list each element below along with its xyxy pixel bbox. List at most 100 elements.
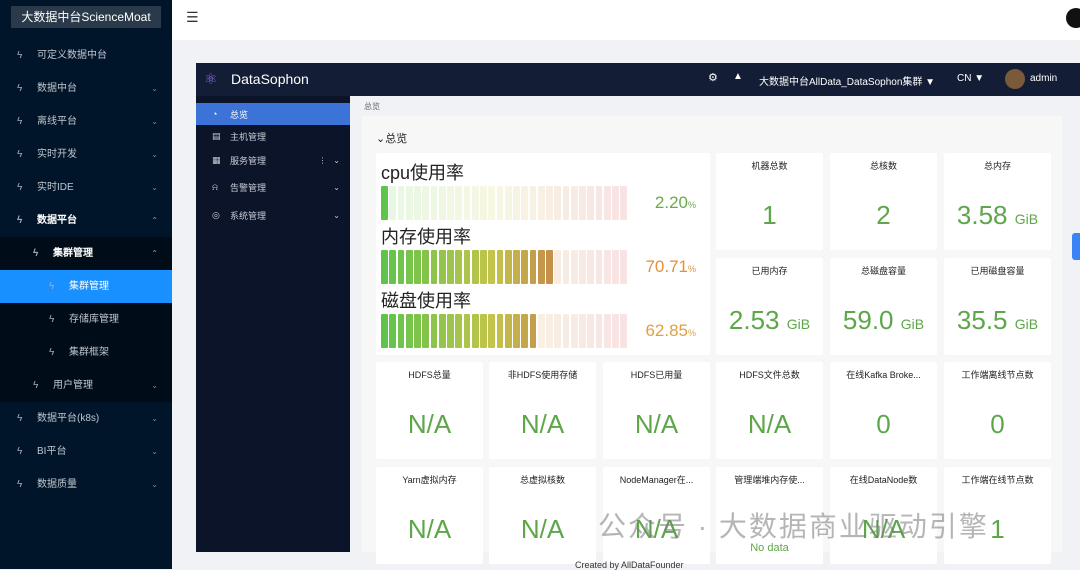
bar-segment	[381, 314, 388, 348]
bar-segment	[513, 314, 520, 348]
datasophon-frame: ⚛ DataSophon ⚙ ▲ 大数据中台AllData_DataSophon…	[196, 63, 1080, 564]
bar-segment	[570, 186, 578, 220]
stat-value: N/A	[716, 409, 823, 440]
sidebar-item[interactable]: ϟ 数据质量 ⌄	[0, 468, 172, 501]
inner-menu-label: 服务管理	[230, 155, 267, 166]
lightning-icon: ϟ	[17, 413, 23, 424]
sidebar-item[interactable]: ϟ 数据平台 ⌃	[0, 204, 172, 237]
bar-segment	[381, 186, 388, 220]
sidebar-item-label: 集群管理	[69, 281, 109, 292]
stat-title: 机器总数	[751, 161, 788, 171]
inner-sidebar: ◔ 总览 ▤ 主机管理 ▦ 服务管理 ⋮ ⌄ ⍾ 告警管理 ⌄ ◎ 系统管理 ⌄	[196, 96, 350, 552]
lightning-icon: ϟ	[49, 314, 55, 325]
footer-credit: Created by AllDataFounder	[575, 560, 684, 570]
lightning-icon: ϟ	[17, 479, 23, 490]
bar-segment	[529, 186, 537, 220]
stat-number: N/A	[407, 409, 452, 439]
stat-card: 已用内存 2.53 GiB	[716, 258, 823, 355]
usage-label: 内存使用率	[381, 227, 471, 247]
bar-segment	[603, 250, 611, 284]
bar-segment	[562, 186, 570, 220]
bar-segment	[463, 314, 471, 348]
chevron-down-icon: ⋮ ⌄	[318, 155, 340, 165]
inner-menu-item[interactable]: ◔ 总览	[196, 103, 350, 125]
lightning-icon: ϟ	[33, 248, 39, 259]
bar-segment	[595, 186, 603, 220]
stat-card: 机器总数 1	[716, 153, 823, 250]
bar-segment	[521, 314, 528, 348]
chevron-down-icon: ⌄	[333, 210, 340, 220]
sidebar-item[interactable]: ϟ 集群管理 ⌃	[0, 237, 172, 270]
inner-menu-item[interactable]: ◎ 系统管理 ⌄	[196, 204, 350, 226]
chevron-icon: ⌃	[151, 216, 158, 225]
sidebar-item[interactable]: ϟ 离线平台 ⌄	[0, 105, 172, 138]
bar-segment	[438, 250, 446, 284]
sidebar-item[interactable]: ϟ 用户管理 ⌄	[0, 369, 172, 402]
menu-fold-icon[interactable]: ☰	[186, 9, 199, 25]
bar-segment	[447, 250, 454, 284]
bar-segment	[570, 314, 578, 348]
inner-menu-item[interactable]: ▤ 主机管理	[196, 125, 350, 147]
stat-number: 59.0	[842, 305, 894, 335]
stat-card: HDFS总量 N/A	[376, 362, 483, 459]
avatar[interactable]	[1005, 69, 1025, 89]
bar-segment	[554, 250, 561, 284]
bar-segment	[504, 314, 512, 348]
usage-bar	[381, 250, 627, 284]
bar-segment	[579, 250, 586, 284]
bar-segment	[430, 186, 438, 220]
stat-card: 工作端在线节点数 1	[944, 467, 1051, 564]
sidebar-item[interactable]: ϟ BI平台 ⌄	[0, 435, 172, 468]
server-icon: ▤	[212, 130, 221, 141]
stat-value: 2	[830, 200, 937, 231]
settings-icon[interactable]: ⚙	[708, 72, 718, 84]
inner-menu-item[interactable]: ⍾ 告警管理 ⌄	[196, 176, 350, 198]
sidebar-item[interactable]: ϟ 实时开发 ⌄	[0, 138, 172, 171]
lightning-icon: ϟ	[49, 347, 55, 358]
alarm-icon[interactable]: ▲	[733, 71, 743, 82]
sidebar-item[interactable]: ϟ 集群管理	[0, 270, 172, 303]
github-icon[interactable]	[1066, 8, 1080, 28]
sidebar-item[interactable]: ϟ 数据平台(k8s) ⌄	[0, 402, 172, 435]
watermark: 公众号 · 大数据商业驱动引擎	[598, 511, 989, 542]
bar-segment	[397, 250, 405, 284]
cluster-select[interactable]: 大数据中台AllData_DataSophon集群 ▼	[759, 77, 936, 88]
sidebar-item[interactable]: ϟ 可定义数据中台	[0, 39, 172, 72]
stat-value: 2.53 GiB	[716, 305, 823, 336]
bar-segment	[620, 186, 627, 220]
stat-number: 35.5	[956, 305, 1008, 335]
bar-segment	[554, 186, 561, 220]
username[interactable]: admin	[1030, 73, 1058, 84]
stat-number: 2	[876, 200, 891, 230]
chevron-icon: ⌄	[151, 381, 158, 390]
stat-card: Yarn虚拟内存 N/A	[376, 467, 483, 564]
section-title[interactable]: ⌄总览	[376, 133, 408, 145]
bar-segment	[562, 250, 570, 284]
lang-select[interactable]: CN ▼	[957, 73, 985, 84]
bar-segment	[579, 314, 586, 348]
gear-icon: ◎	[212, 209, 220, 220]
stat-card: 总核数 2	[830, 153, 937, 250]
sidebar-item-label: 数据平台(k8s)	[37, 413, 100, 424]
bar-segment	[397, 314, 405, 348]
sidebar-item[interactable]: ϟ 存储库管理	[0, 303, 172, 336]
bar-segment	[455, 314, 462, 348]
stat-number: 0	[876, 409, 891, 439]
stat-card: 管理端堆内存使... No data	[716, 467, 823, 564]
bar-segment	[471, 250, 479, 284]
stat-number: N/A	[861, 514, 906, 544]
inner-menu-item[interactable]: ▦ 服务管理 ⋮ ⌄	[196, 149, 350, 171]
bar-segment	[521, 250, 528, 284]
sidebar-item[interactable]: ϟ 实时IDE ⌄	[0, 171, 172, 204]
stat-title: Yarn虚拟内存	[402, 475, 457, 485]
breadcrumb: 总览	[364, 102, 380, 111]
sidebar-item[interactable]: ϟ 集群框架	[0, 336, 172, 369]
bar-segment	[603, 314, 611, 348]
side-drawer-handle[interactable]	[1072, 233, 1080, 260]
lightning-icon: ϟ	[17, 446, 23, 457]
bar-segment	[612, 314, 619, 348]
sidebar-item[interactable]: ϟ 数据中台 ⌄	[0, 72, 172, 105]
bar-segment	[447, 186, 454, 220]
bar-segment	[438, 314, 446, 348]
bar-segment	[422, 314, 429, 348]
